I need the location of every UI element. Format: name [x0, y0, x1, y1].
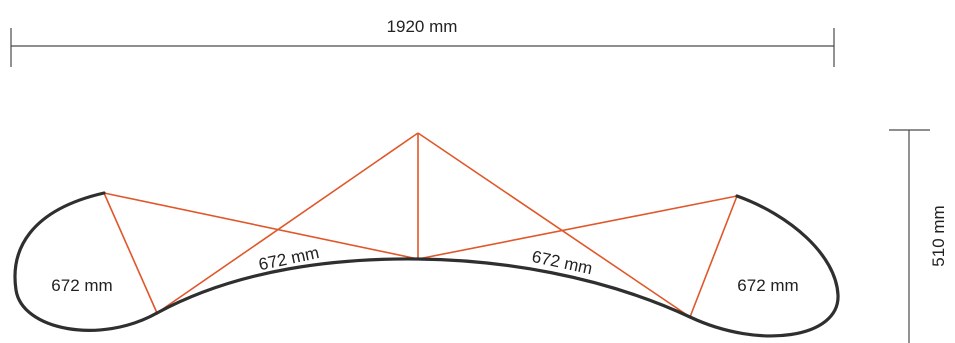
center-curve	[155, 257, 692, 319]
height-dimension-label: 510 mm	[929, 205, 948, 266]
width-dimension: 1920 mm	[10, 17, 835, 67]
truss-left-vertical	[103, 192, 158, 314]
wall-outline	[13, 191, 840, 338]
truss-right-diagonal	[417, 132, 691, 318]
right-segment-label: 672 mm	[737, 276, 798, 295]
height-dimension: 510 mm	[889, 129, 948, 343]
width-dimension-label: 1920 mm	[387, 17, 458, 36]
truss-left-diagonal	[156, 132, 419, 314]
truss-left-top-chord	[103, 192, 419, 260]
truss-frame	[103, 132, 738, 318]
right-end-curve	[688, 194, 840, 338]
truss-right-top-chord	[417, 195, 738, 260]
left-end-curve	[13, 191, 159, 332]
truss-right-vertical	[689, 195, 738, 318]
left-segment-label: 672 mm	[51, 276, 112, 295]
